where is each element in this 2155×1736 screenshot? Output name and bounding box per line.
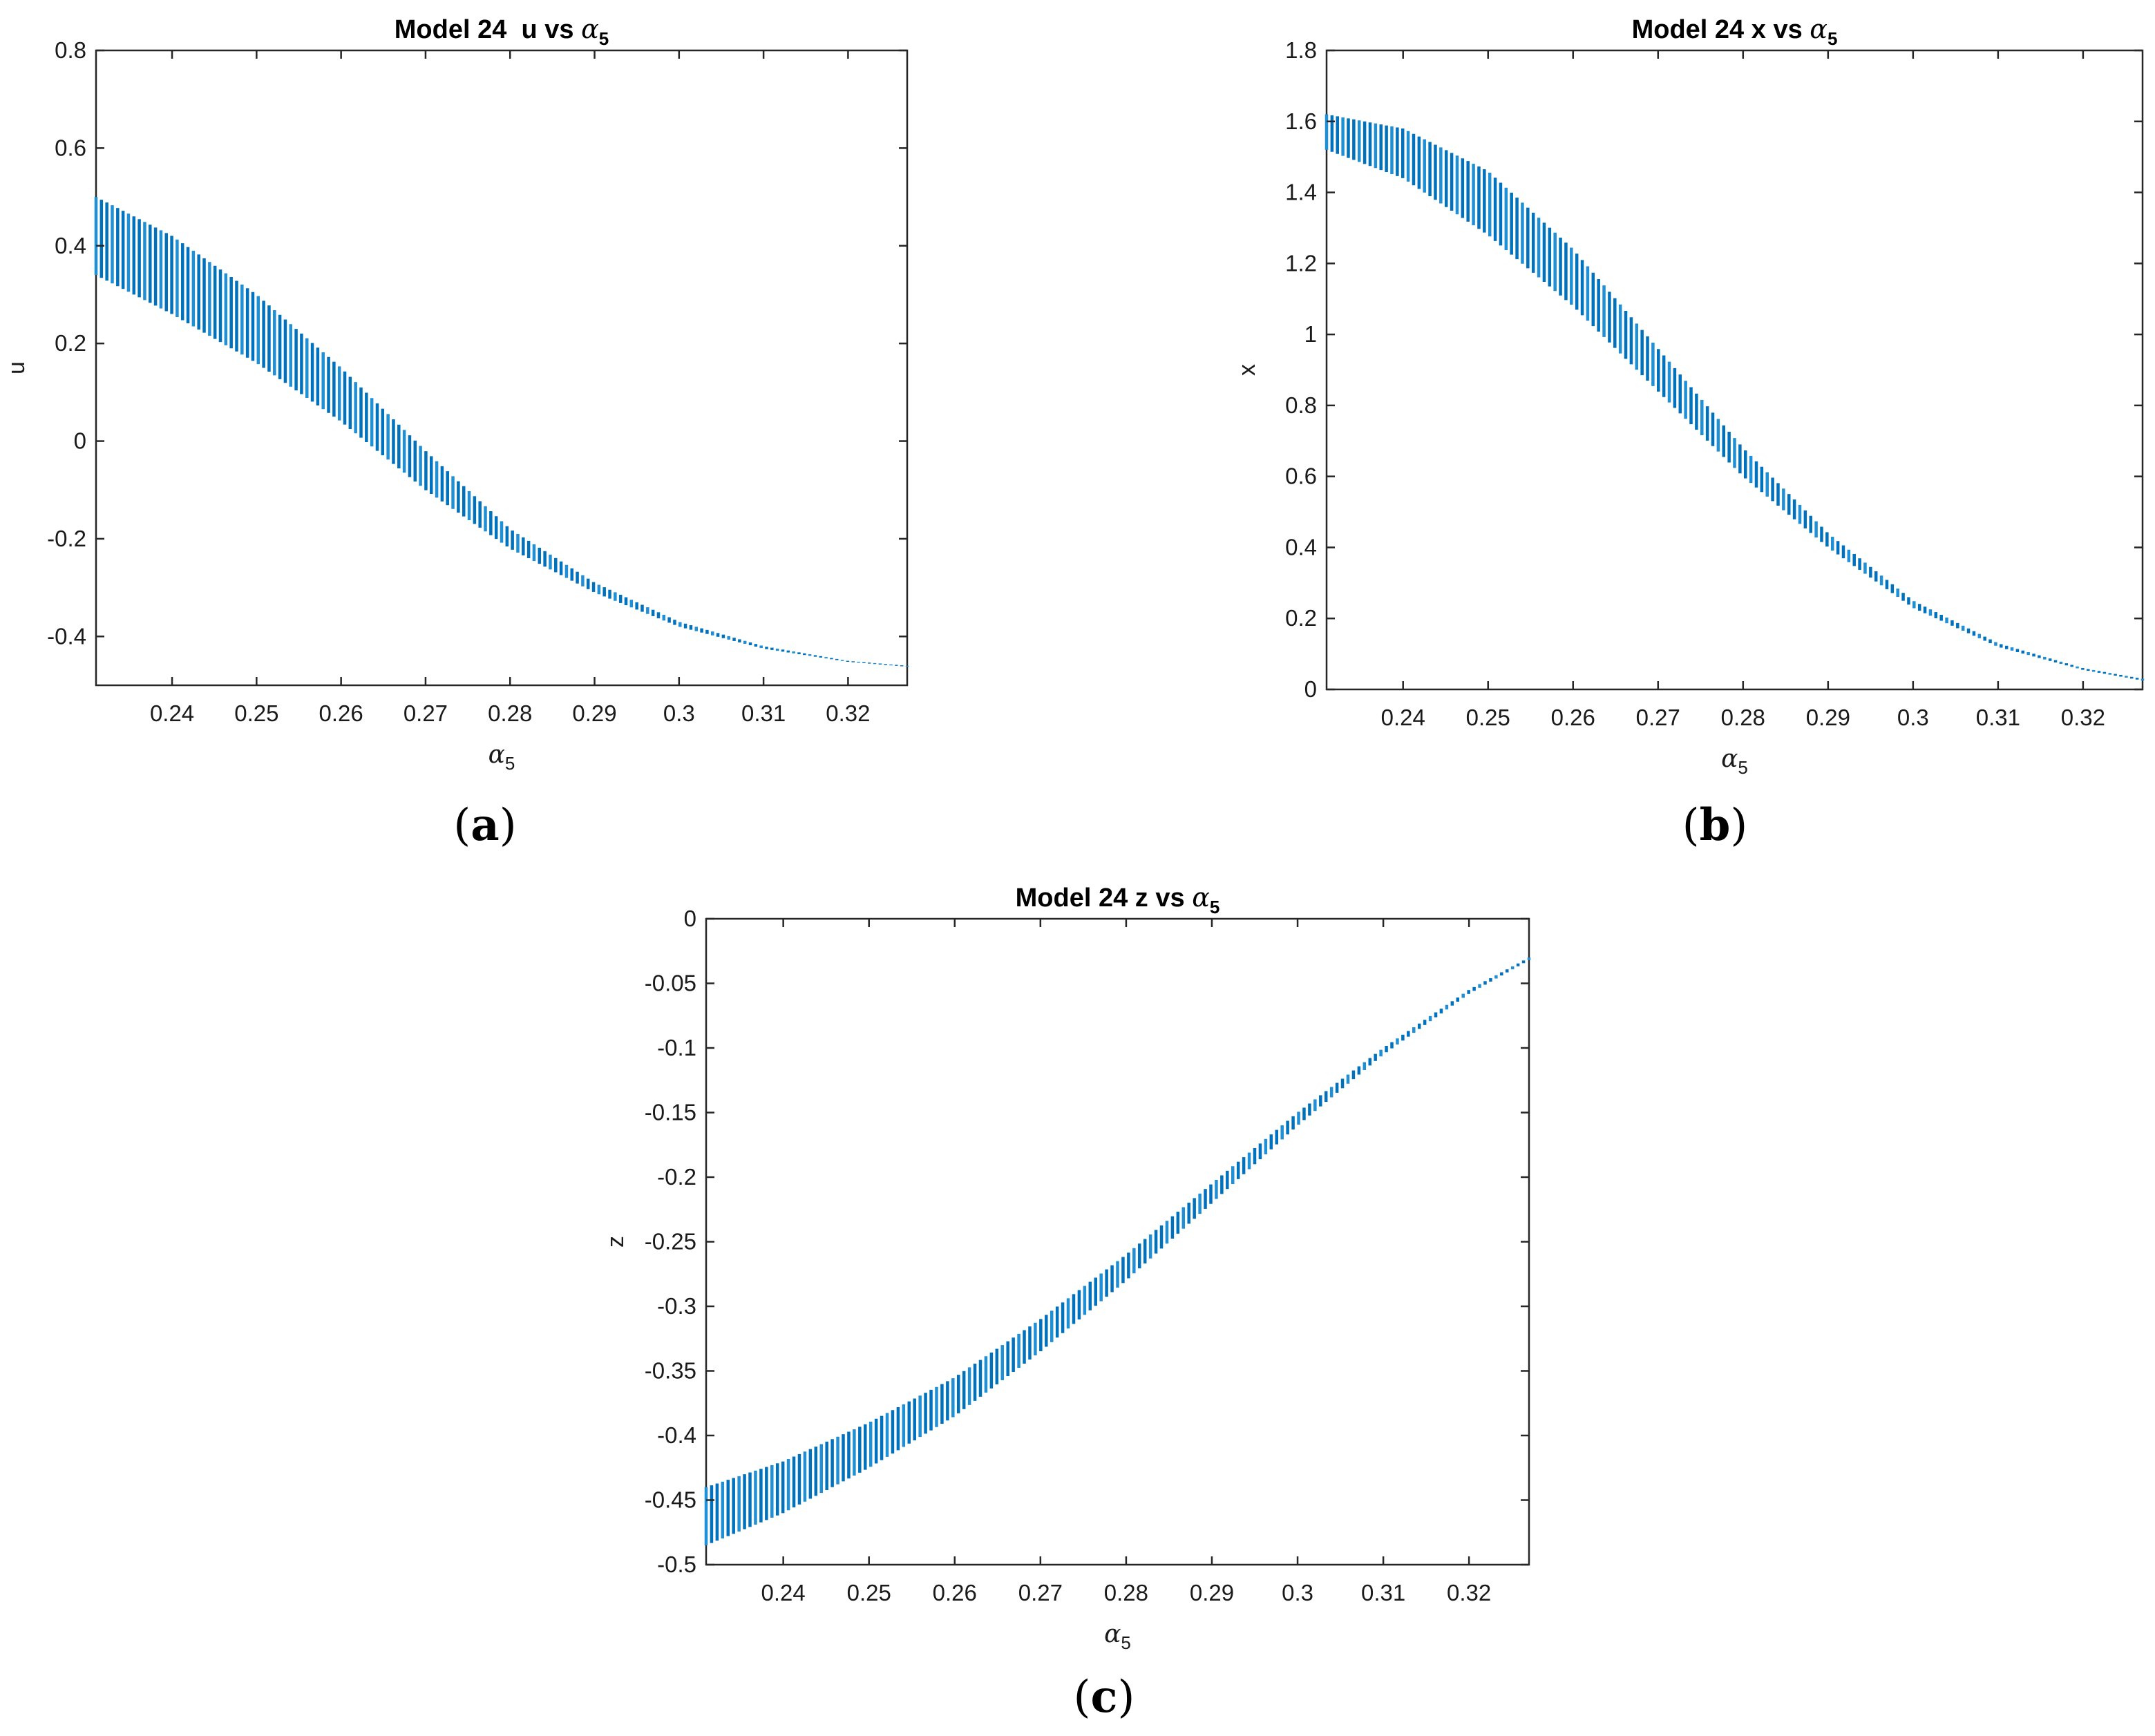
x-tick-label: 0.29 — [572, 700, 616, 726]
x-axis-label-c: α5 — [1104, 1620, 1131, 1653]
x-tick-label: 0.28 — [1721, 705, 1765, 730]
x-tick-label: 0.25 — [234, 700, 278, 726]
plot-area-c — [705, 917, 1530, 1566]
y-tick-label: -0.4 — [657, 1422, 696, 1448]
y-tick-label: -0.45 — [645, 1487, 696, 1513]
x-tick-label: 0.3 — [1897, 705, 1929, 730]
y-tick-label: 0 — [74, 428, 86, 454]
y-tick-label: -0.4 — [47, 623, 86, 649]
x-tick-label: 0.32 — [826, 700, 870, 726]
data-series-c — [704, 957, 1531, 1545]
x-axis-label-a: α5 — [488, 741, 515, 774]
y-tick-label: 0 — [684, 906, 696, 931]
y-axis-label-c: z — [602, 1236, 629, 1248]
y-tick-label: -0.05 — [645, 971, 696, 996]
chart-title-a: Model 24 u vs α5 — [395, 14, 609, 49]
y-tick-label: -0.5 — [657, 1552, 696, 1577]
x-tick-label: 0.24 — [761, 1580, 806, 1605]
x-tick-label: 0.3 — [1282, 1580, 1313, 1605]
y-tick-label: -0.35 — [645, 1358, 696, 1384]
x-tick-label: 0.3 — [663, 700, 695, 726]
y-tick-label: -0.15 — [645, 1100, 696, 1125]
panel-tag-a: (a) — [453, 799, 516, 851]
chart-title-b: Model 24 x vs α5 — [1632, 14, 1838, 49]
chart-title-c: Model 24 z vs α5 — [1016, 882, 1220, 917]
y-tick-label: 1.2 — [1285, 250, 1317, 276]
y-tick-label: 1 — [1304, 321, 1317, 347]
panel-tag-c: (c) — [1074, 1671, 1135, 1723]
y-tick-label: 1.4 — [1285, 180, 1317, 205]
x-tick-label: 0.25 — [847, 1580, 891, 1605]
data-series-a — [94, 197, 909, 667]
x-tick-label: 0.32 — [1447, 1580, 1491, 1605]
x-tick-label: 0.32 — [2061, 705, 2105, 730]
x-tick-label: 0.31 — [1361, 1580, 1405, 1605]
panel-a-u-vs-alpha5: 0.24 0.25 0.26 0.27 0.28 0.29 0.3 0.31 0.32 -0.4 -… — [3, 14, 909, 774]
x-tick-label: 0.31 — [741, 700, 786, 726]
x-tick-label: 0.26 — [1551, 705, 1595, 730]
y-tick-label: 1.8 — [1285, 37, 1317, 63]
y-tick-label: -0.1 — [657, 1035, 696, 1060]
y-tick-label: -0.25 — [645, 1229, 696, 1255]
x-tick-label: 0.27 — [404, 700, 448, 726]
x-tick-label: 0.26 — [933, 1580, 977, 1605]
x-tick-label: 0.26 — [319, 700, 363, 726]
y-tick-label: 0.4 — [55, 233, 86, 258]
x-tick-label: 0.28 — [488, 700, 532, 726]
y-tick-label: 0.2 — [1285, 605, 1317, 631]
x-axis-label-b: α5 — [1721, 745, 1748, 778]
plot-area-a — [95, 49, 909, 687]
y-tick-label: -0.2 — [47, 526, 86, 551]
y-tick-label: 0.8 — [55, 37, 86, 63]
panel-c-z-vs-alpha5: 0.24 0.25 0.26 0.27 0.28 0.29 0.3 0.31 0.32 -0.5 -… — [602, 882, 1531, 1653]
x-tick-label: 0.29 — [1190, 1580, 1234, 1605]
y-tick-label: 0.2 — [55, 330, 86, 356]
data-series-b — [1325, 114, 2145, 681]
panel-b-x-vs-alpha5: 0.24 0.25 0.26 0.27 0.28 0.29 0.3 0.31 0.32 0 0.2 0… — [1234, 14, 2145, 778]
x-tick-label: 0.27 — [1018, 1580, 1063, 1605]
x-tick-label: 0.31 — [1976, 705, 2020, 730]
y-axis-label-b: x — [1234, 364, 1260, 376]
y-tick-label: 1.6 — [1285, 108, 1317, 134]
y-tick-label: 0.8 — [1285, 392, 1317, 418]
x-tick-label: 0.24 — [1381, 705, 1425, 730]
plot-area-b — [1325, 49, 2144, 691]
x-tick-label: 0.28 — [1104, 1580, 1148, 1605]
panel-tag-b: (b) — [1682, 799, 1748, 851]
x-tick-label: 0.29 — [1806, 705, 1850, 730]
y-tick-label: 0.6 — [55, 135, 86, 160]
y-tick-label: 0 — [1304, 676, 1317, 702]
x-tick-label: 0.25 — [1466, 705, 1510, 730]
y-tick-label: 0.4 — [1285, 534, 1317, 560]
y-tick-label: -0.2 — [657, 1164, 696, 1190]
y-axis-label-a: u — [3, 361, 30, 374]
x-tick-label: 0.27 — [1636, 705, 1680, 730]
y-tick-label: 0.6 — [1285, 464, 1317, 489]
x-tick-label: 0.24 — [150, 700, 194, 726]
y-tick-label: -0.3 — [657, 1293, 696, 1319]
